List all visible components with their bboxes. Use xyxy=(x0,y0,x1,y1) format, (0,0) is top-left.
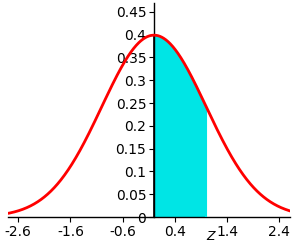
Polygon shape xyxy=(154,35,206,217)
Text: Z: Z xyxy=(206,230,215,243)
